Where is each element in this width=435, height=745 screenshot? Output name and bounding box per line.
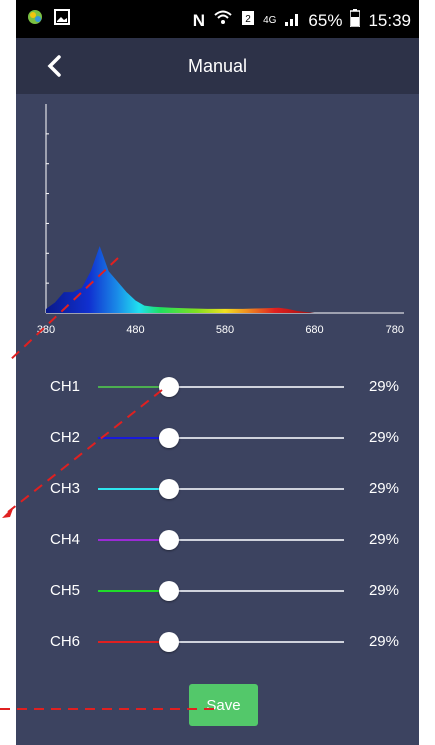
channel-slider-knob[interactable] bbox=[159, 632, 180, 652]
x-tick-label: 680 bbox=[305, 324, 323, 336]
channel-value: 29% bbox=[368, 378, 399, 395]
annotation-arrow-head bbox=[2, 506, 14, 518]
channel-label: CH2 bbox=[50, 429, 81, 446]
channel-slider-track[interactable] bbox=[98, 530, 344, 550]
nfc-icon: N bbox=[192, 10, 206, 30]
channel-value: 29% bbox=[368, 633, 399, 650]
x-tick-label: 480 bbox=[126, 324, 144, 336]
channel-row-ch4: CH4 29% bbox=[16, 525, 419, 555]
channel-slider-knob[interactable] bbox=[159, 581, 180, 601]
x-tick-label: 780 bbox=[386, 324, 404, 336]
x-tick-label: 380 bbox=[37, 324, 55, 336]
channel-row-ch2: CH2 29% bbox=[16, 423, 419, 453]
battery-percent: 65% bbox=[308, 10, 343, 30]
channel-label: CH5 bbox=[50, 582, 81, 599]
channel-value: 29% bbox=[368, 480, 399, 497]
channel-label: CH3 bbox=[50, 480, 81, 497]
channel-slider-knob[interactable] bbox=[159, 530, 180, 550]
svg-text:2: 2 bbox=[245, 14, 251, 25]
channel-value: 29% bbox=[368, 582, 399, 599]
image-notification-icon bbox=[54, 9, 70, 30]
channel-slider-fill bbox=[98, 386, 170, 388]
channel-label: CH4 bbox=[50, 531, 81, 548]
channel-slider-knob[interactable] bbox=[159, 377, 180, 397]
channel-slider-track[interactable] bbox=[98, 428, 344, 448]
nav-bar: Manual bbox=[16, 38, 419, 94]
channel-row-ch6: CH6 29% bbox=[16, 627, 419, 657]
channel-slider-track[interactable] bbox=[98, 632, 344, 652]
spectrum-area bbox=[46, 246, 404, 313]
app-notification-icon bbox=[26, 8, 44, 31]
channel-row-ch3: CH3 29% bbox=[16, 474, 419, 504]
status-right-icons: N 2 4G 65% 15:39 bbox=[193, 9, 411, 32]
channel-row-ch1: CH1 29% bbox=[16, 372, 419, 402]
channel-slider-fill bbox=[98, 539, 170, 541]
channel-slider-track[interactable] bbox=[98, 581, 344, 601]
channel-slider-knob[interactable] bbox=[159, 428, 180, 448]
channel-value: 29% bbox=[368, 531, 399, 548]
sim-icon: 2 bbox=[241, 10, 255, 31]
status-bar: N 2 4G 65% 15:39 bbox=[16, 0, 419, 38]
spectrum-chart: 380 480 580 680 780 bbox=[16, 94, 419, 354]
clock: 15:39 bbox=[368, 10, 411, 30]
wifi-icon bbox=[213, 10, 233, 31]
channel-slider-fill bbox=[98, 590, 170, 592]
channel-label: CH6 bbox=[50, 633, 81, 650]
phone-screen: N 2 4G 65% 15:39 Manual bbox=[16, 0, 419, 745]
channel-slider-fill bbox=[98, 641, 170, 643]
channel-value: 29% bbox=[368, 429, 399, 446]
channel-slider-track[interactable] bbox=[98, 377, 344, 397]
channel-label: CH1 bbox=[50, 378, 81, 395]
channel-slider-knob[interactable] bbox=[159, 479, 180, 499]
battery-icon bbox=[349, 9, 362, 32]
x-tick-label: 580 bbox=[216, 324, 234, 336]
channel-row-ch5: CH5 29% bbox=[16, 576, 419, 606]
spectrum-chart-svg: 380 480 580 680 780 bbox=[37, 104, 404, 336]
channel-slider-track[interactable] bbox=[98, 479, 344, 499]
page-title: Manual bbox=[187, 56, 248, 76]
back-button[interactable] bbox=[44, 52, 72, 80]
status-left-icons bbox=[26, 8, 70, 31]
signal-icon bbox=[284, 11, 300, 31]
back-arrow-icon bbox=[47, 55, 61, 77]
network-type-label: 4G bbox=[263, 15, 277, 26]
save-button[interactable]: Save bbox=[189, 684, 258, 726]
